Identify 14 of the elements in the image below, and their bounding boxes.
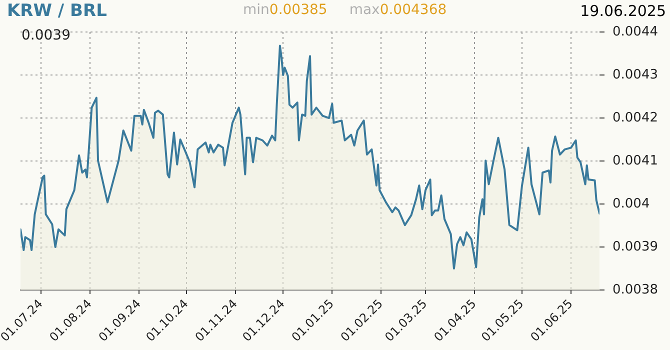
y-tick-label: 0.0042: [612, 110, 658, 126]
text: 19.06.2025: [580, 2, 666, 20]
chart-title: KRW / BRL: [7, 1, 107, 21]
text: max: [349, 2, 380, 18]
y-tick-label: 0.0038: [612, 282, 658, 298]
text: 0.004368: [380, 2, 447, 18]
annotation: 0.0039: [22, 28, 71, 44]
y-tick-label: 0.0039: [612, 239, 658, 254]
y-tick-label: 0.0041: [612, 153, 658, 168]
y-tick-label: 0.004: [612, 196, 650, 212]
text: 0.00385: [269, 2, 328, 18]
y-tick-label: 0.0043: [612, 67, 658, 82]
y-tick-label: 0.0044: [612, 24, 658, 40]
text: min: [243, 2, 270, 18]
